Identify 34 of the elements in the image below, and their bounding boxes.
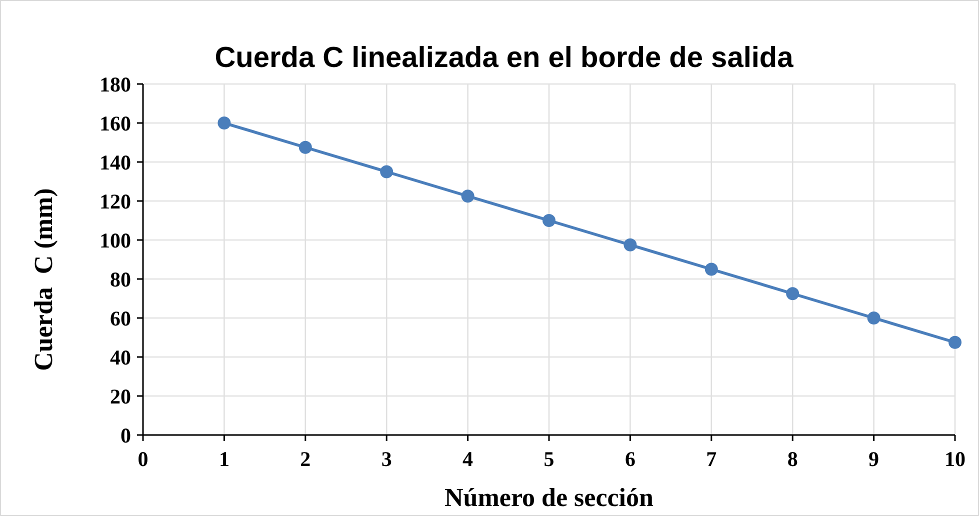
point: [461, 190, 474, 203]
x-axis-title: Número de sección: [444, 483, 654, 512]
chart-title: Cuerda C linealizada en el borde de salida: [214, 42, 794, 74]
y-tick-label: 180: [100, 72, 131, 96]
point: [867, 312, 880, 324]
x-tick-label: 7: [706, 447, 717, 471]
x-tick-label: 4: [462, 447, 474, 471]
y-tick-label: 0: [120, 423, 131, 448]
x-tick-label: 6: [624, 447, 636, 471]
y-tick-label: 20: [110, 384, 131, 408]
point: [218, 116, 231, 130]
y-tick-label: 100: [100, 228, 131, 252]
point: [624, 238, 637, 252]
x-tick-label: 2: [300, 447, 311, 471]
point: [786, 287, 800, 300]
y-tick-label: 140: [100, 150, 131, 174]
x-tick-label: 3: [381, 447, 392, 471]
y-tick-label: 60: [110, 306, 131, 330]
x-tick-label: 1: [218, 447, 230, 471]
point: [542, 214, 556, 227]
y-tick-label: 40: [110, 345, 131, 370]
x-tick-label: 10: [944, 447, 966, 471]
y-tick-label: 120: [100, 189, 131, 214]
x-tick-label: 0: [138, 447, 148, 471]
point: [380, 165, 394, 178]
point: [948, 336, 962, 349]
y-tick-label: 160: [100, 111, 131, 136]
point: [298, 140, 312, 154]
point: [704, 262, 718, 276]
y-tick-label: 80: [110, 267, 131, 292]
x-tick-label: 5: [544, 447, 554, 471]
y-axis-title: Cuerda C (mm): [29, 188, 58, 371]
x-tick-label: 8: [787, 447, 798, 471]
x-tick-label: 9: [868, 447, 880, 471]
